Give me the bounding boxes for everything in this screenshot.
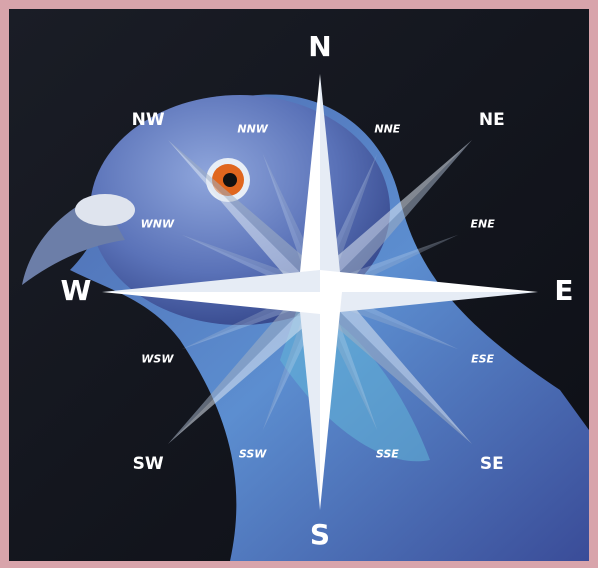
compass-labels: N NNE NE ENE E ESE SE SSE S SSW SW WSW W WNW NW NNW <box>61 30 574 551</box>
compass-arm <box>167 139 320 304</box>
compass-arm <box>102 292 320 314</box>
direction-label: W <box>61 274 92 307</box>
compass-arm <box>320 74 342 292</box>
compass-arm <box>298 74 320 292</box>
direction-label: WSW <box>141 352 174 365</box>
compass-arm <box>167 292 332 445</box>
cere <box>75 194 135 226</box>
compass-rose <box>102 74 538 510</box>
compass-arm <box>320 292 342 510</box>
compass-arm <box>102 270 320 292</box>
direction-label: WNW <box>141 218 175 231</box>
direction-label: E <box>554 274 573 307</box>
direction-label: S <box>310 518 330 551</box>
compass-arm <box>320 280 473 445</box>
direction-label: N <box>308 30 331 63</box>
compass-arm <box>320 270 538 292</box>
direction-label: ENE <box>470 218 495 231</box>
direction-label: SSW <box>239 448 267 461</box>
direction-label: NNE <box>374 122 400 135</box>
compass-arm <box>308 292 473 445</box>
direction-label: SW <box>133 454 164 474</box>
compass-arm <box>320 139 473 304</box>
direction-label: SSE <box>376 448 399 461</box>
direction-label: NE <box>479 110 505 130</box>
compass-arm <box>320 292 538 314</box>
direction-label: NNW <box>237 122 268 135</box>
pupil <box>223 173 237 187</box>
direction-label: ESE <box>471 352 494 365</box>
direction-label: NW <box>132 110 165 130</box>
compass-arm <box>298 292 320 510</box>
compass-arm <box>167 139 332 292</box>
compass-arm <box>167 280 320 445</box>
direction-label: SE <box>480 454 504 474</box>
compass-arm <box>308 139 473 292</box>
